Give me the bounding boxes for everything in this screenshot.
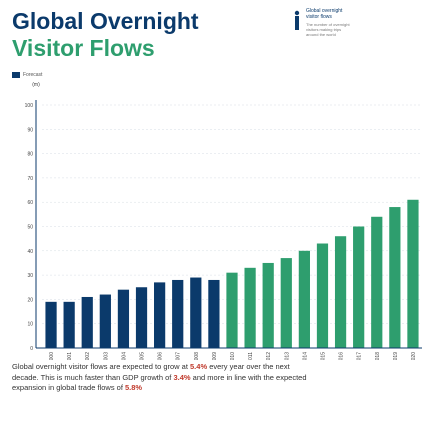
y-tick-label: 40 bbox=[27, 249, 33, 255]
y-tick-label: 20 bbox=[27, 297, 33, 303]
x-tick-label: 2017 bbox=[357, 352, 363, 360]
bar bbox=[407, 199, 419, 348]
x-tick-label: 2011 bbox=[248, 352, 254, 360]
title-line-2: Visitor Flows bbox=[12, 35, 155, 61]
bar bbox=[334, 236, 347, 348]
y-tick-label: 30 bbox=[27, 273, 33, 279]
person-icon bbox=[294, 10, 300, 30]
key-line-1: Global overnight bbox=[306, 8, 343, 14]
y-tick-label: 90 bbox=[27, 127, 33, 133]
key-note-3: around the world bbox=[306, 32, 336, 37]
bar bbox=[280, 258, 292, 348]
caption-value-2: 3.4% bbox=[173, 372, 191, 382]
bar bbox=[172, 279, 184, 348]
caption-part-1: Global overnight visitor flows are expec… bbox=[12, 362, 191, 371]
bar bbox=[190, 277, 202, 348]
bar bbox=[135, 287, 148, 348]
bar bbox=[99, 294, 111, 348]
x-tick-label: 2013 bbox=[284, 352, 290, 360]
key-line-2: visitor flows bbox=[306, 14, 332, 20]
y-axis-title: (m) bbox=[32, 82, 40, 88]
key-note-1: The number of overnight bbox=[306, 22, 350, 27]
caption-part-2: every year over the next decade. This is… bbox=[12, 362, 290, 382]
y-tick-label: 0 bbox=[30, 346, 33, 352]
y-tick-label: 60 bbox=[27, 200, 33, 206]
x-tick-label: 2020 bbox=[411, 352, 417, 360]
caption-value-1: 5.4% bbox=[190, 362, 208, 371]
legend-swatch bbox=[12, 72, 20, 78]
x-tick-label: 2003 bbox=[103, 352, 109, 360]
x-tick-label: 2006 bbox=[158, 352, 164, 360]
bar bbox=[154, 282, 166, 348]
y-tick-label: 80 bbox=[27, 152, 33, 158]
bar bbox=[81, 296, 93, 348]
bar bbox=[45, 301, 57, 348]
bar bbox=[63, 301, 75, 348]
x-tick-label: 2018 bbox=[375, 352, 381, 360]
caption-part-3: and more in line with the expected expan… bbox=[12, 372, 307, 393]
bar bbox=[208, 279, 220, 348]
bar bbox=[244, 267, 256, 348]
legend-label: Forecast bbox=[23, 72, 43, 78]
x-tick-label: 2016 bbox=[339, 352, 345, 360]
caption-value-3: 5.8% bbox=[125, 383, 143, 392]
x-tick-label: 2005 bbox=[140, 352, 146, 360]
bar bbox=[353, 226, 365, 348]
y-tick-label: 50 bbox=[27, 225, 33, 231]
x-tick-label: 2004 bbox=[121, 352, 127, 360]
x-tick-label: 2019 bbox=[393, 352, 399, 360]
bar bbox=[117, 289, 130, 348]
bar bbox=[262, 262, 274, 348]
x-tick-label: 2008 bbox=[194, 352, 200, 360]
bar bbox=[371, 216, 383, 348]
x-tick-label: 2007 bbox=[176, 352, 182, 360]
x-tick-label: 2001 bbox=[67, 352, 73, 360]
y-axis-title: Visitors bbox=[28, 80, 45, 82]
x-tick-label: 2012 bbox=[266, 352, 272, 360]
page-title: Global Overnight Visitor Flows bbox=[12, 8, 199, 62]
y-tick-label: 70 bbox=[27, 176, 33, 182]
x-tick-label: 2002 bbox=[85, 352, 91, 360]
x-tick-label: 2014 bbox=[302, 352, 308, 360]
bar bbox=[316, 243, 329, 348]
key-note-2: visitors making trips bbox=[306, 27, 342, 32]
y-tick-label: 100 bbox=[25, 103, 34, 109]
bar bbox=[298, 250, 310, 348]
bar-chart: Visitors(m) 0 10 20 30 40 50 60 70 80 90 100 2000 200… bbox=[25, 80, 422, 360]
x-tick-label: 2000 bbox=[49, 352, 55, 360]
legend: Forecast bbox=[12, 72, 42, 78]
x-tick-label: 2010 bbox=[230, 352, 236, 360]
bar bbox=[226, 272, 238, 348]
y-tick-label: 10 bbox=[27, 322, 33, 328]
x-tick-label: 2009 bbox=[212, 352, 218, 360]
x-tick-label: 2015 bbox=[320, 352, 326, 360]
bar bbox=[389, 207, 401, 348]
title-line-1: Global Overnight bbox=[12, 8, 199, 34]
caption: Global overnight visitor flows are expec… bbox=[12, 362, 312, 394]
